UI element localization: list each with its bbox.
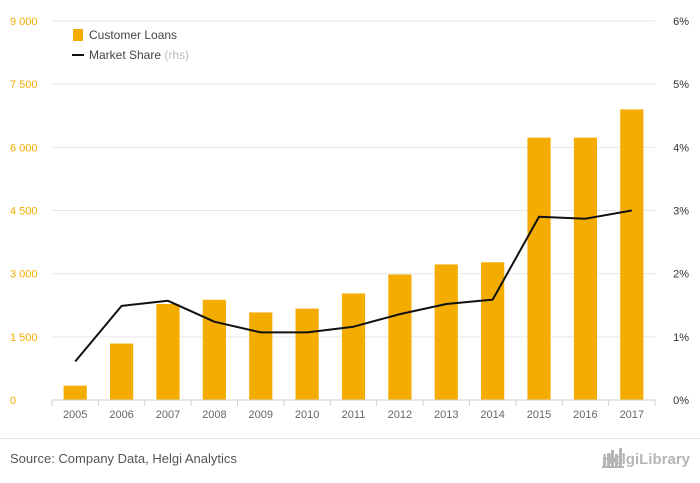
bar-2015	[527, 137, 551, 401]
legend-bar-swatch	[73, 29, 83, 41]
axes: 0 1 500 3 000 4 500 6 000 7 500 9 000 0% 1% 2% 3% 4…	[10, 16, 689, 421]
bar-2012	[388, 274, 412, 400]
library-icon	[602, 448, 625, 468]
left-axis-label: 6 000	[10, 142, 38, 154]
right-axis-label: 1%	[673, 332, 689, 344]
bar-2010	[295, 308, 319, 400]
x-axis-label: 2009	[248, 409, 272, 421]
x-axis-label: 2016	[573, 409, 597, 421]
bar-series	[63, 109, 644, 401]
bar-2013	[434, 264, 458, 400]
x-axis-label: 2012	[388, 409, 412, 421]
bar-2008	[202, 299, 226, 400]
brand-logo-text: HelgiLibrary	[602, 446, 690, 472]
brand-name: HelgiLibrary	[602, 450, 690, 468]
x-axis-label: 2007	[156, 409, 180, 421]
footer-divider	[0, 438, 700, 439]
source-note: Source: Company Data, Helgi Analytics	[10, 451, 237, 466]
line-series	[74, 209, 632, 363]
right-axis-label: 4%	[673, 142, 689, 154]
left-axis-label: 0	[10, 395, 16, 407]
left-axis-label: 3 000	[10, 269, 38, 281]
x-axis-label: 2005	[63, 409, 87, 421]
market-share-line	[74, 209, 632, 363]
bar-2007	[156, 303, 180, 400]
left-axis-label: 9 000	[10, 16, 38, 28]
left-axis-label: 7 500	[10, 79, 38, 91]
right-axis-label: 0%	[673, 395, 689, 407]
x-axis-label: 2008	[202, 409, 226, 421]
right-axis-label: 5%	[673, 79, 689, 91]
x-axis-label: 2006	[109, 409, 133, 421]
legend-label-customer-loans: Customer Loans	[89, 28, 177, 42]
bar-2011	[341, 293, 366, 400]
legend-label-market-share: Market Share (rhs)	[89, 48, 189, 62]
legend: Customer Loans Market Share (rhs)	[72, 28, 189, 62]
right-axis-label: 6%	[673, 16, 689, 28]
bar-2016	[573, 137, 598, 401]
x-axis-label: 2017	[620, 409, 644, 421]
x-axis-label: 2015	[527, 409, 551, 421]
x-axis-label: 2014	[480, 409, 504, 421]
bar-2009	[249, 312, 273, 400]
left-axis-label: 4 500	[10, 206, 38, 218]
x-axis-label: 2011	[342, 409, 366, 421]
left-axis-label: 1 500	[10, 332, 38, 344]
right-axis-label: 2%	[673, 269, 689, 281]
x-axis-label: 2010	[295, 409, 319, 421]
bar-2014	[481, 262, 505, 400]
bar-2005	[63, 385, 87, 400]
legend-rhs-suffix: (rhs)	[164, 48, 189, 62]
bar-2006	[109, 343, 134, 400]
bar-2017	[620, 109, 644, 400]
grid-layer	[52, 20, 655, 338]
x-axis-label: 2013	[434, 409, 458, 421]
right-axis-label: 3%	[673, 206, 689, 218]
